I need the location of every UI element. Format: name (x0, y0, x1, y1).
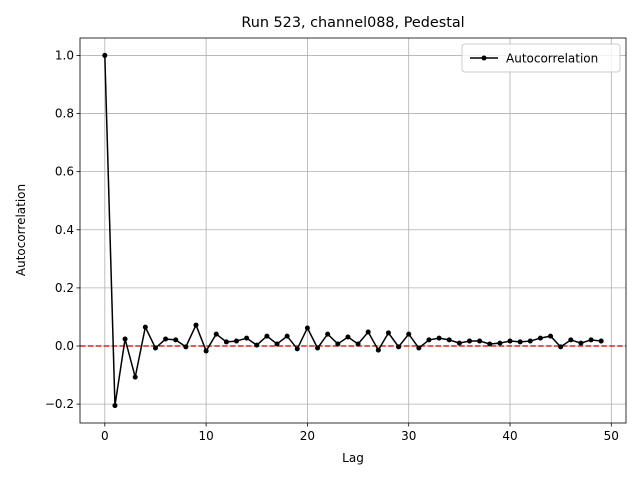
data-point (385, 330, 391, 336)
x-tick-label: 30 (401, 429, 416, 443)
y-tick-label: 0.2 (55, 281, 74, 295)
data-point (102, 52, 108, 58)
y-tick-label: 0.8 (55, 107, 74, 121)
data-point (537, 335, 543, 341)
data-point (183, 344, 189, 350)
data-point (365, 329, 371, 335)
data-point (254, 342, 260, 348)
data-point (558, 344, 564, 350)
chart-title: Run 523, channel088, Pedestal (241, 15, 464, 31)
data-line (104, 55, 602, 406)
data-point (548, 333, 554, 339)
data-point (284, 333, 290, 339)
data-point (335, 341, 341, 347)
data-point (264, 333, 270, 339)
data-point (578, 340, 584, 346)
data-point (588, 337, 594, 343)
legend-marker (481, 55, 487, 61)
data-point (406, 331, 412, 337)
data-point (497, 340, 503, 346)
data-point (355, 341, 361, 347)
data-point (456, 340, 462, 346)
data-point (304, 325, 310, 331)
data-point (173, 337, 179, 343)
y-tick-label: 1.0 (55, 48, 74, 62)
data-point (163, 336, 169, 342)
data-point (223, 339, 229, 345)
y-tick-label: 0.0 (55, 339, 74, 353)
legend-label: Autocorrelation (506, 52, 598, 66)
data-point (315, 345, 321, 351)
y-tick-label: 0.6 (55, 165, 74, 179)
legend-box (461, 43, 621, 73)
data-point (234, 338, 240, 344)
data-point (152, 345, 158, 351)
data-point (396, 344, 402, 350)
data-point (466, 338, 472, 344)
data-point (446, 337, 452, 343)
x-tick-label: 10 (198, 429, 213, 443)
data-point (507, 338, 513, 344)
y-tick-label: −0.2 (45, 397, 74, 411)
data-point (142, 324, 148, 330)
legend: Autocorrelation (461, 43, 621, 73)
x-tick-label: 0 (101, 429, 109, 443)
data-point (112, 403, 118, 409)
x-tick-label: 50 (604, 429, 619, 443)
data-point (345, 334, 351, 340)
data-point (487, 341, 493, 347)
x-tick-label: 20 (300, 429, 315, 443)
data-point (477, 338, 483, 344)
data-point (517, 339, 523, 345)
data-point (193, 322, 199, 328)
x-axis-label: Lag (342, 451, 364, 465)
data-point (244, 335, 250, 341)
data-point (294, 346, 300, 352)
data-point (416, 345, 422, 351)
data-point (325, 331, 331, 337)
data-point (598, 338, 604, 344)
data-point (122, 336, 128, 342)
data-point (213, 331, 219, 337)
data-point (568, 337, 574, 343)
data-point (527, 338, 533, 344)
y-tick-label: 0.4 (55, 223, 74, 237)
data-point (436, 335, 442, 341)
y-axis-label: Autocorrelation (14, 184, 28, 276)
data-point (203, 348, 209, 354)
data-point (426, 337, 432, 343)
plot-frame (79, 37, 627, 424)
data-point (132, 374, 138, 380)
x-tick-label: 40 (502, 429, 517, 443)
data-point (274, 341, 280, 347)
data-point (375, 347, 381, 353)
